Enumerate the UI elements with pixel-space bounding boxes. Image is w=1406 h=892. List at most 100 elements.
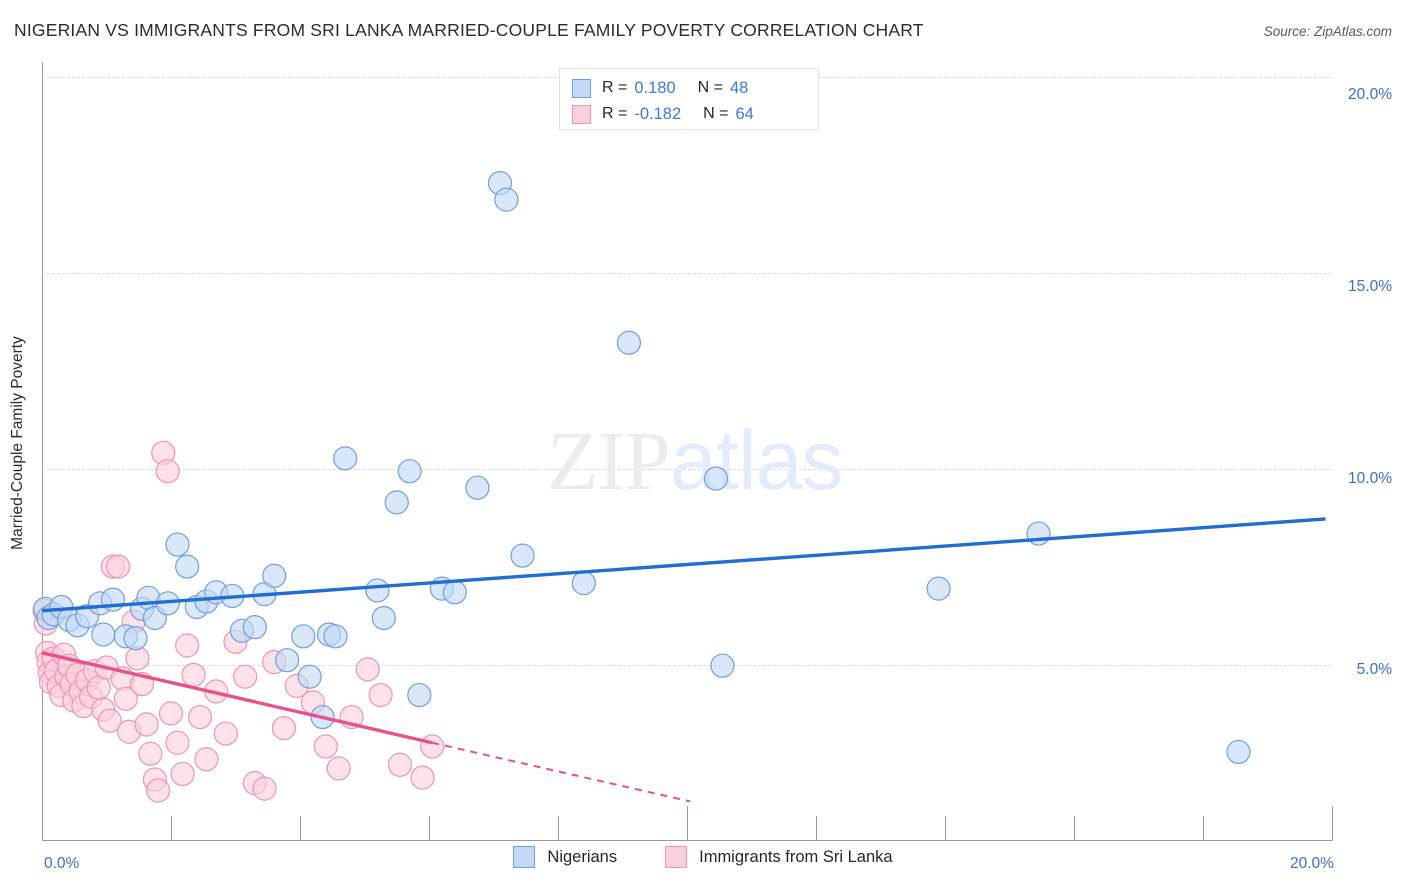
data-point [616,330,642,355]
data-point [187,704,213,730]
data-point [410,765,435,790]
n-value-nigerians: 48 [729,78,749,97]
data-point [194,747,219,772]
data-point [242,615,267,640]
data-point [155,459,180,484]
data-point [125,646,150,671]
data-point [91,622,116,647]
n-label-sri-lanka: N = [703,105,729,122]
correlation-row-sri-lanka: R = -0.182 N = 64 [572,101,808,127]
y-tick-label-15: 15.0% [1348,278,1392,295]
data-point [138,741,163,766]
data-point [494,187,519,212]
n-label-nigerians: N = [697,79,723,96]
x-tick-3 [429,816,430,841]
data-point [291,624,316,649]
gridline-5 [42,665,1332,666]
data-point [271,715,296,741]
x-tick-1 [171,816,172,841]
legend-color-nigerians [513,846,536,868]
data-point [710,653,735,678]
gridline-10 [42,469,1332,470]
data-point [510,543,535,568]
x-max-label: 20.0% [1290,855,1334,872]
correlation-legend: R = 0.180 N = 48 R = -0.182 N = 64 [559,68,819,130]
data-point [123,626,148,651]
data-point [326,756,351,781]
x-tick-9 [1203,816,1204,841]
data-point [146,778,171,803]
gridline-15 [42,273,1332,274]
data-point [371,605,396,631]
legend-swatch-sri-lanka [572,104,591,124]
r-label-sri-lanka: R = [602,105,628,122]
data-point [252,776,277,801]
r-value-sri-lanka: -0.182 [634,104,682,123]
series-legend: Nigerians Immigrants from Sri Lanka [0,846,1406,868]
x-tick-4 [558,816,559,841]
data-point [926,576,951,601]
watermark-atlas: atlas [670,413,843,507]
data-point [106,554,131,579]
r-value-nigerians: 0.180 [634,78,676,97]
legend-item-nigerians[interactable]: Nigerians [513,846,617,868]
x-tick-2 [300,816,301,841]
data-point [420,734,445,759]
legend-color-sri-lanka [665,846,688,868]
data-point [571,571,596,596]
data-point [175,633,200,658]
x-tick-8 [1074,816,1075,841]
trendline-dashed-extension [432,741,691,803]
data-point [1226,739,1251,765]
data-point [397,459,422,484]
correlation-row-nigerians: R = 0.180 N = 48 [572,75,808,101]
data-point [170,761,195,787]
data-point [158,701,184,726]
data-point [175,554,200,579]
trendline-solid [41,651,433,745]
data-point [297,664,322,689]
trendline-solid [41,517,1326,613]
data-point [387,752,413,777]
data-point [262,563,287,588]
data-point [113,686,138,711]
source-attribution: Source: ZipAtlas.com [1263,24,1392,39]
x-min-label: 0.0% [44,855,80,872]
data-point [313,734,338,759]
series-points-nigerians [33,171,1251,765]
x-tick-6 [816,816,817,841]
data-point [465,475,490,500]
data-point [407,682,432,708]
x-tick-5 [687,806,688,841]
y-tick-label-10: 10.0% [1348,470,1392,487]
data-point [368,682,393,708]
data-point [213,721,238,746]
data-point [365,578,390,603]
data-point [355,657,380,682]
x-tick-7 [945,816,946,841]
legend-label-sri-lanka: Immigrants from Sri Lanka [699,847,893,866]
data-point [86,675,111,700]
y-tick-label-5: 5.0% [1356,661,1392,678]
trendline-sri-lanka [41,651,691,803]
data-point [703,466,729,491]
data-point [97,708,122,733]
x-tick-10 [1332,806,1333,841]
trendline-nigerians [41,517,1326,613]
legend-item-sri-lanka[interactable]: Immigrants from Sri Lanka [665,846,893,868]
legend-swatch-nigerians [572,78,591,98]
y-axis-line [42,62,43,841]
data-point [181,662,206,687]
zipatlas-watermark: ZIPatlas [547,412,843,510]
data-point [134,712,159,737]
legend-label-nigerians: Nigerians [547,847,618,866]
data-point [165,730,190,755]
data-point [384,490,409,515]
data-point [165,532,190,557]
data-point [333,446,358,471]
data-point [233,664,258,689]
data-point [442,580,467,605]
data-point [323,624,348,649]
r-label-nigerians: R = [602,79,628,96]
